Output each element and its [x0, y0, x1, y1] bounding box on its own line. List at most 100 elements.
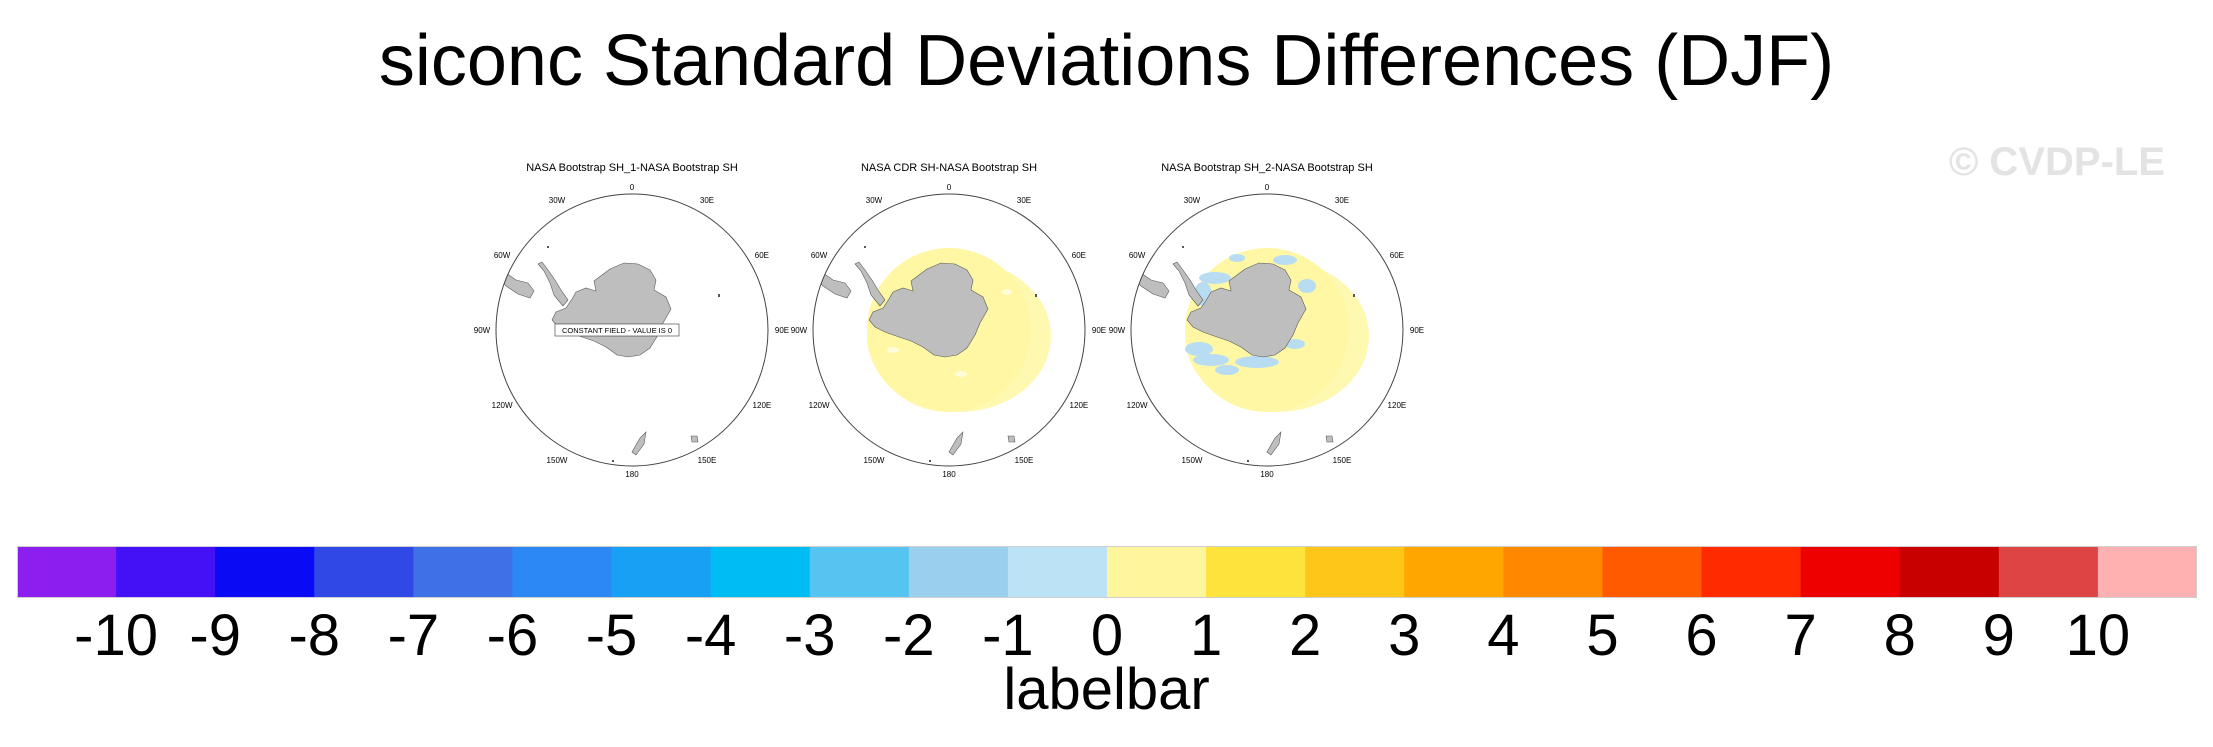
longitude-label: 90E: [775, 326, 789, 335]
longitude-label: 180: [625, 470, 639, 479]
labelbar-box: [1404, 546, 1504, 598]
labelbar-box: [809, 546, 910, 598]
landmass: [1266, 431, 1282, 456]
map-panel-3: NASA Bootstrap SH_2-NASA Bootstrap SH 0 1…: [1107, 162, 1427, 492]
labelbar-tick: 5: [1586, 603, 1619, 668]
longitude-label: 0: [630, 183, 635, 192]
labelbar-box: [116, 546, 216, 598]
longitude-label: 60W: [1129, 251, 1146, 260]
longitude-label: 150W: [1182, 456, 1203, 465]
labelbar-box: [2097, 546, 2197, 598]
longitude-label: 60W: [494, 251, 511, 260]
longitude-label: 60E: [755, 251, 769, 260]
longitude-label: 30E: [700, 196, 714, 205]
longitude-label: 150W: [864, 456, 885, 465]
longitude-label: 60E: [1072, 251, 1086, 260]
landmass: [948, 431, 964, 456]
negative-difference-patch: [1185, 342, 1213, 356]
longitude-label: 120E: [1070, 401, 1089, 410]
labelbar-box: [1305, 546, 1405, 598]
labelbar-tick: 8: [1883, 603, 1916, 668]
labelbar-box: [710, 546, 811, 598]
labelbar-tick: -3: [783, 603, 836, 668]
negative-difference-patch: [1298, 279, 1316, 293]
longitude-label: 30W: [1184, 196, 1201, 205]
labelbar-box: [1602, 546, 1703, 598]
labelbar-box: [512, 546, 613, 598]
labelbar-tick: -10: [74, 603, 158, 668]
labelbar-title: labelbar: [1003, 657, 1210, 722]
labelbar-box: [1503, 546, 1603, 598]
labelbar-tick: -1: [982, 603, 1034, 668]
negative-difference-patch: [1199, 272, 1231, 284]
polar-map: 0 180 30W 30E 60W 60E 90W 90E 120W 120E 150W 150E: [791, 183, 1106, 479]
negative-difference-patch: [1193, 354, 1229, 366]
polar-map: 0 180 30W 30E 60W 60E 90W 90E 120W 120E 150W 150E: [1109, 183, 1424, 479]
labelbar-box: [908, 546, 1009, 598]
map-boundary: [812, 193, 1086, 467]
landmass: [1007, 435, 1016, 443]
page-title: siconc Standard Deviations Differences (…: [378, 21, 1835, 101]
labelbar-tick: -5: [585, 603, 638, 668]
negative-difference-patch: [1235, 356, 1279, 368]
landmass: [1131, 265, 1170, 299]
watermark: © CVDP-LE: [1948, 140, 2165, 184]
longitude-label: 120E: [1388, 401, 1407, 410]
landmass: [854, 261, 886, 307]
longitude-label: 0: [947, 183, 952, 192]
labelbar-tick: 0: [1090, 603, 1124, 668]
labelbar-tick: -7: [387, 603, 440, 668]
landmass: [1172, 261, 1204, 307]
longitude-label: 120E: [753, 401, 772, 410]
negative-difference-patch: [1273, 255, 1297, 265]
labelbar-box: [413, 546, 513, 598]
longitude-label: 150E: [1015, 456, 1034, 465]
labelbar-box: [1899, 546, 2000, 598]
antarctica-landmass: [551, 262, 672, 358]
longitude-label: 150E: [698, 456, 717, 465]
longitude-label: 120W: [809, 401, 830, 410]
longitude-label: 150E: [1333, 456, 1352, 465]
negative-difference-patch: [1215, 365, 1239, 375]
longitude-label: 90W: [791, 326, 808, 335]
panel-title: NASA Bootstrap SH_2-NASA Bootstrap SH: [1161, 162, 1373, 174]
labelbar-box: [1107, 546, 1207, 598]
antarctica-landmass: [1186, 262, 1307, 358]
longitude-label: 30E: [1335, 196, 1349, 205]
labelbar-tick: 2: [1289, 603, 1322, 668]
labelbar-box: [314, 546, 414, 598]
panel-title: NASA CDR SH-NASA Bootstrap SH: [860, 162, 1038, 174]
longitude-label: 150W: [547, 456, 568, 465]
landmass: [690, 435, 699, 443]
labelbar-tick: 6: [1685, 603, 1718, 668]
landmass: [813, 265, 852, 299]
constant-field-note: CONSTANT FIELD - VALUE IS 0: [554, 323, 680, 337]
longitude-label: 30E: [1017, 196, 1031, 205]
svg-text:CONSTANT FIELD - VALUE IS 0: CONSTANT FIELD - VALUE IS 0: [562, 326, 672, 335]
labelbar-tick: 7: [1784, 603, 1817, 668]
labelbar-box: [1701, 546, 1802, 598]
longitude-label: 120W: [492, 401, 513, 410]
map-panel-2: NASA CDR SH-NASA Bootstrap SH 0 180 30W 30E…: [789, 162, 1109, 492]
landmass: [631, 431, 647, 456]
longitude-label: 60W: [811, 251, 828, 260]
map-panel-1: NASA Bootstrap SH_1-NASA Bootstrap SH 0 1…: [472, 162, 792, 492]
labelbar-tick: -2: [883, 603, 935, 668]
longitude-label: 90E: [1410, 326, 1424, 335]
landmass: [537, 261, 569, 307]
labelbar-tick: -9: [189, 603, 241, 668]
labelbar-box: [17, 546, 117, 598]
labelbar-tick: 10: [2065, 603, 2131, 668]
labelbar-box: [611, 546, 712, 598]
longitude-label: 30W: [549, 196, 566, 205]
labelbar-box: [1206, 546, 1306, 598]
labelbar-tick: 1: [1189, 603, 1223, 668]
labelbar-box: [1800, 546, 1901, 598]
longitude-label: 60E: [1390, 251, 1404, 260]
longitude-label: 180: [942, 470, 956, 479]
antarctica-landmass: [868, 262, 989, 358]
labelbar-tick: 4: [1487, 603, 1520, 668]
labelbar-tick: -4: [684, 603, 737, 668]
longitude-label: 180: [1260, 470, 1274, 479]
longitude-label: 30W: [866, 196, 883, 205]
